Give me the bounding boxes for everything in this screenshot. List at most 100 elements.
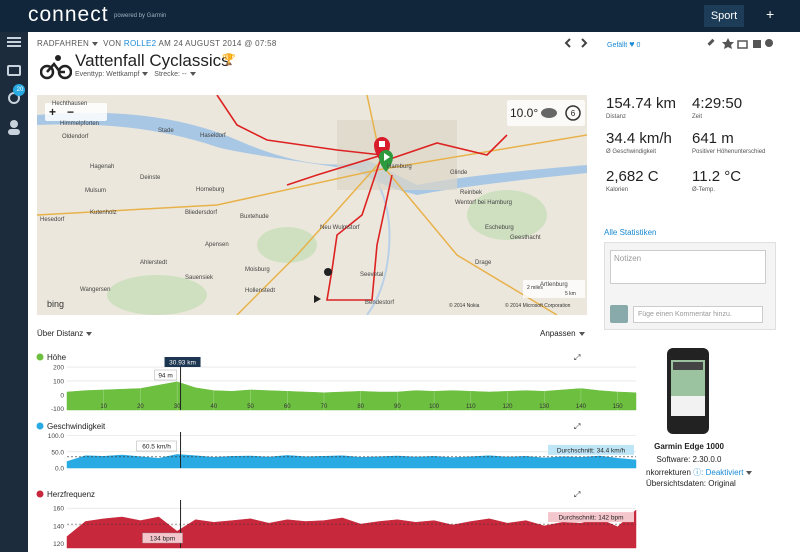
activity-sub: Eventtyp: Wettkampf Strecke: -- <box>75 71 196 78</box>
stat-value: 2,682 C <box>606 168 659 185</box>
average-label: Durchschnitt: 34.4 km/h <box>557 447 626 454</box>
map-place: Buxtehude <box>240 214 269 220</box>
map-place: Hollenstedt <box>245 288 275 294</box>
distance-selector[interactable]: Über Distanz <box>37 329 93 338</box>
map-place: Hagenah <box>90 164 114 170</box>
map-place: Moisburg <box>245 267 270 273</box>
sport-button[interactable]: Sport <box>704 5 744 27</box>
average-label: Durchschnitt: 142 bpm <box>558 515 623 522</box>
event-type[interactable]: Eventtyp: Wettkampf <box>75 71 140 78</box>
map-place: Bliedersdorf <box>185 210 217 216</box>
trophy-icon[interactable]: 🏆 <box>222 54 236 66</box>
share-icon[interactable] <box>737 40 748 49</box>
user[interactable]: ROLLE2 <box>123 39 157 48</box>
cursor-label: 30.93 km <box>169 360 196 367</box>
map-place: Haseldorf <box>200 133 226 139</box>
edit-icon[interactable] <box>707 38 715 46</box>
x-tick-label: 80 <box>357 404 364 410</box>
cursor-value: 94 m <box>158 373 172 380</box>
copyright: © 2014 Microsoft Corporation <box>505 302 571 309</box>
add-button[interactable]: + <box>766 6 775 22</box>
y-tick-label: 140 <box>53 523 64 530</box>
y-tick-label: 50.0 <box>51 449 64 456</box>
adjust-label: Anpassen <box>540 329 576 338</box>
stat-label: Distanz <box>606 114 627 120</box>
sport-type[interactable]: RADFAHREN <box>37 39 90 48</box>
date: AM 24 AUGUST 2014 @ 07:58 <box>158 39 277 48</box>
y-tick-label: 100 <box>53 378 64 385</box>
map[interactable]: Hechthausen Himmelpforten Oldendorf Haseldo… <box>37 95 587 315</box>
corrections-value[interactable]: Deaktiviert <box>705 468 744 477</box>
map-place: Deinste <box>140 175 161 181</box>
powered-by: powered by Garmin <box>114 13 167 19</box>
x-tick-label: 30 <box>174 404 181 410</box>
menu-icon[interactable] <box>7 37 21 47</box>
chart-title: Herzfrequenz <box>47 490 95 499</box>
map-place: Wentorf bei Hamburg <box>455 200 512 206</box>
like[interactable]: Gefällt ♥ 0 <box>607 39 640 49</box>
adjust-selector[interactable]: Anpassen <box>540 329 585 338</box>
area <box>66 381 637 411</box>
map-place: Hesedorf <box>40 217 65 223</box>
activity-meta: RADFAHREN VON ROLLE2 AM 24 AUGUST 2014 @… <box>37 39 277 48</box>
cursor-value: 60.5 km/h <box>142 444 171 451</box>
zoom-out: − <box>67 105 74 119</box>
bike-icon <box>40 55 72 80</box>
expand-icon: ⤢ <box>573 490 580 499</box>
inbox-icon[interactable] <box>7 65 21 76</box>
over-label: Über Distanz <box>37 329 84 338</box>
map-place: Glinde <box>450 170 468 176</box>
stat-label: Ø-Temp. <box>692 187 716 193</box>
by: VON <box>103 39 122 48</box>
map-place: Drage <box>475 260 492 266</box>
map-place: Escheburg <box>485 225 514 231</box>
next-arrow[interactable] <box>581 38 588 48</box>
map-place: Apensen <box>205 242 229 248</box>
map-place: Kutenholz <box>90 210 117 216</box>
y-tick-label: 160 <box>53 506 64 513</box>
wind: 6 <box>571 109 576 118</box>
map-place: Oldendorf <box>62 134 89 140</box>
sidebar-icons <box>7 37 25 135</box>
x-tick-label: 40 <box>210 404 217 410</box>
map-place: Ahlerstedt <box>140 260 167 266</box>
average-box <box>548 512 634 523</box>
legend-dot <box>36 353 44 361</box>
star-icon[interactable] <box>722 38 734 49</box>
x-tick-label: 70 <box>321 404 328 410</box>
stat-value: 154.74 km <box>606 95 677 112</box>
info-icon[interactable]: ⓘ: <box>693 468 704 477</box>
cursor-value-box <box>136 440 177 452</box>
y-tick-label: 0 <box>60 392 64 399</box>
map-place: Geesthacht <box>510 235 541 241</box>
stat-label: Zeit <box>692 114 703 120</box>
stat-label: Ø Geschwindigkeit <box>606 149 657 155</box>
map-place: Sauensiek <box>185 275 214 281</box>
scale: 5 km <box>565 291 576 297</box>
prev-arrow[interactable] <box>564 38 571 48</box>
x-tick-label: 120 <box>503 404 514 410</box>
x-tick-label: 10 <box>100 404 107 410</box>
legend-dot <box>36 422 44 430</box>
comment-input[interactable]: Füge einen Kommentar hinzu. <box>633 306 763 323</box>
expand-icon: ⤢ <box>573 422 580 431</box>
export-icon[interactable] <box>753 40 761 48</box>
x-tick-label: 20 <box>137 404 144 410</box>
stat-value: 11.2 °C <box>692 168 742 185</box>
action-icons <box>707 38 773 49</box>
profile-icon[interactable] <box>10 120 18 128</box>
legend-dot <box>36 490 44 498</box>
settings-icon[interactable] <box>765 39 773 47</box>
notes-input[interactable]: Notizen <box>610 250 766 284</box>
corrections-label: nkorrekturen <box>646 468 691 477</box>
map-place: Wangersen <box>80 287 110 293</box>
map-place: Himmelpforten <box>60 121 99 127</box>
y-tick-label: 200 <box>53 365 64 372</box>
chart-title: Geschwindigkeit <box>47 422 106 431</box>
logo[interactable]: connect <box>28 3 109 26</box>
all-stats-link[interactable]: Alle Statistiken <box>604 228 657 237</box>
map-provider: bing <box>47 299 64 309</box>
cursor-value-box <box>142 532 183 544</box>
course[interactable]: Strecke: -- <box>154 71 187 78</box>
